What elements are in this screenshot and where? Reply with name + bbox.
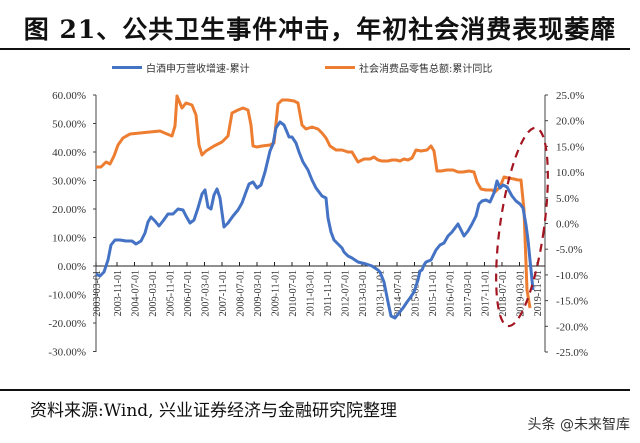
left-tick-label: 10.00% [52,233,86,245]
x-tick-label: 2013-03-01 [358,270,369,317]
x-tick-label: 2009-11-01 [271,270,282,316]
legend-swatch-blue [112,66,142,69]
x-axis: 2003-03-01 2003-11-01 2004-07-01 2005-03… [92,262,545,317]
title-divider [0,48,630,50]
left-tick-label: -20.00% [48,318,86,330]
right-tick-label: 5.0% [556,193,579,205]
line-chart: 60.00% 50.00% 40.00% 30.00% 20.00% 10.00… [48,90,588,359]
x-tick-label: 2012-07-01 [341,270,352,317]
right-tick-label: 0.0% [556,219,579,231]
series-line-baijiu [95,120,535,320]
right-tick-label: -15.0% [556,296,588,308]
x-tick-label: 2007-03-01 [201,270,212,317]
x-tick-label: 2017-11-01 [481,270,492,316]
right-tick-label: 10.0% [556,167,584,179]
x-tick-label: 2009-03-01 [253,270,264,317]
x-tick-label: 2003-03-01 [92,270,103,317]
legend-label-baijiu: 白酒申万营收增速-累计 [146,64,250,75]
x-tick-label: 2005-11-01 [166,270,177,316]
footer-divider [0,389,630,391]
series-line-retail [96,94,532,309]
left-tick-label: 0.00% [58,261,86,273]
x-tick-label: 2008-07-01 [236,270,247,317]
legend-label-retail: 社会消费品零售总额:累计同比 [359,64,493,75]
left-tick-label: 60.00% [52,90,86,102]
watermark: 头条 @未来智库 [527,417,630,433]
left-tick-label: 50.00% [52,119,86,131]
x-tick-label: 2015-03-01 [411,270,422,317]
x-tick-label: 2014-07-01 [393,270,404,317]
legend-item-baijiu: 白酒申万营收增速-累计 [112,60,250,75]
x-tick-label: 2004-07-01 [131,270,142,317]
left-tick-label: 20.00% [52,204,86,216]
legend-item-retail: 社会消费品零售总额:累计同比 [325,60,492,75]
figure-title: 图 21、公共卫生事件冲击，年初社会消费表现萎靡 [23,15,617,44]
x-tick-label: 2019-11-01 [533,270,544,316]
left-y-axis: 60.00% 50.00% 40.00% 30.00% 20.00% 10.00… [48,90,97,359]
x-tick-label: 2007-11-01 [218,270,229,316]
left-tick-label: -10.00% [48,290,86,302]
highlight-ellipse-annotation [495,126,549,328]
legend-swatch-orange [325,66,355,69]
left-tick-label: 40.00% [52,147,86,159]
x-tick-label: 2018-07-01 [498,270,509,317]
x-tick-label: 2017-03-01 [463,270,474,317]
chart-legend: 白酒申万营收增速-累计 社会消费品零售总额:累计同比 [0,60,640,80]
left-tick-label: -30.00% [48,347,86,359]
right-tick-label: -25.0% [556,347,588,359]
x-tick-label: 2013-11-01 [376,270,387,316]
right-tick-label: 20.0% [556,116,584,128]
x-tick-label: 2019-03-01 [516,270,527,317]
right-tick-label: 15.0% [556,141,584,153]
x-tick-label: 2015-11-01 [428,270,439,316]
x-tick-label: 2003-11-01 [113,270,124,316]
x-tick-label: 2011-03-01 [306,270,317,316]
x-tick-label: 2005-03-01 [148,270,159,317]
right-tick-label: -20.0% [556,321,588,333]
x-tick-label: 2006-07-01 [183,270,194,317]
right-y-axis: 25.0% 20.0% 15.0% 10.0% 5.0% 0.0% -5.0% … [544,90,588,359]
x-tick-label: 2016-07-01 [446,270,457,317]
right-tick-label: 25.0% [556,90,584,102]
x-tick-label: 2011-11-01 [323,270,334,316]
x-tick-label: 2010-07-01 [288,270,299,317]
right-tick-label: -5.0% [556,244,583,256]
left-tick-label: 30.00% [52,176,86,188]
right-tick-label: -10.0% [556,270,588,282]
source-note: 资料来源:Wind, 兴业证券经济与金融研究院整理 [30,401,397,421]
